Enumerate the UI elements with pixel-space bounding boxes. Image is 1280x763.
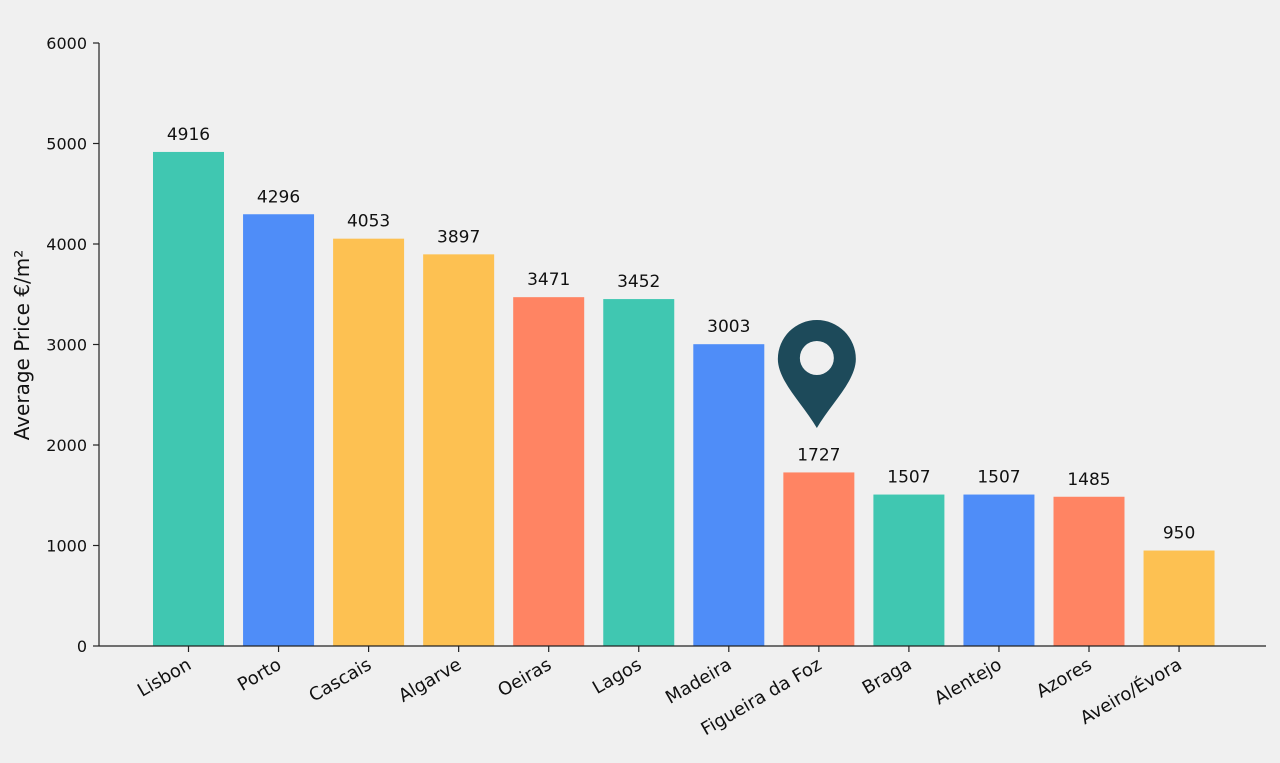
x-tick-label: Oeiras [494,654,555,701]
bar [693,344,765,646]
data-label: 1485 [1067,470,1110,490]
bar [1053,496,1125,646]
y-tick-label: 0 [77,637,87,656]
data-label: 1727 [797,445,840,465]
bar [423,254,495,646]
bar [513,297,585,646]
y-tick-label: 5000 [46,135,87,154]
data-label: 3452 [617,272,660,292]
bar [153,151,224,646]
x-tick-label: Algarve [395,654,465,707]
y-tick-label: 3000 [46,336,87,355]
y-axis-title: Average Price €/m² [10,250,34,441]
x-tick-label: Lagos [589,654,645,699]
x-tick-label: Braga [859,654,916,699]
bar [603,299,675,646]
data-label: 3003 [707,317,750,337]
data-label: 1507 [977,468,1020,488]
bar [243,214,315,646]
bars [153,151,1215,646]
bar [783,472,855,646]
x-tick-label: Aveiro/Évora [1076,653,1185,729]
data-label: 4916 [167,125,210,145]
bar [873,494,945,646]
data-label: 4053 [347,212,390,232]
x-tick-label: Lisbon [134,654,195,701]
y-tick-label: 4000 [46,235,87,254]
y-tick-label: 2000 [46,436,87,455]
y-tick-label: 1000 [46,537,87,556]
x-tick-label: Alentejo [931,654,1006,709]
x-tick-label: Azores [1033,654,1096,702]
y-axis-ticks: 0 1000 2000 3000 4000 5000 6000 [46,34,99,656]
data-label: 4296 [257,187,300,207]
x-tick-label: Madeira [662,654,735,708]
y-tick-label: 6000 [46,34,87,53]
x-axis-ticks: Lisbon Porto Cascais Algarve Oeiras Lagos Made… [134,646,1186,740]
data-label: 3897 [437,227,480,247]
bar [963,494,1035,646]
x-tick-label: Porto [234,654,285,696]
bar [333,238,405,646]
data-label: 950 [1163,524,1195,544]
bar [1143,550,1215,646]
data-label: 1507 [887,468,930,488]
data-label: 3471 [527,270,570,290]
x-tick-label: Cascais [305,654,375,706]
value-labels: 4916 4296 4053 3897 3471 3452 3003 1727 1507 1507… [167,125,1195,544]
map-pin-hole [799,341,834,375]
map-pin-icon [777,320,856,428]
